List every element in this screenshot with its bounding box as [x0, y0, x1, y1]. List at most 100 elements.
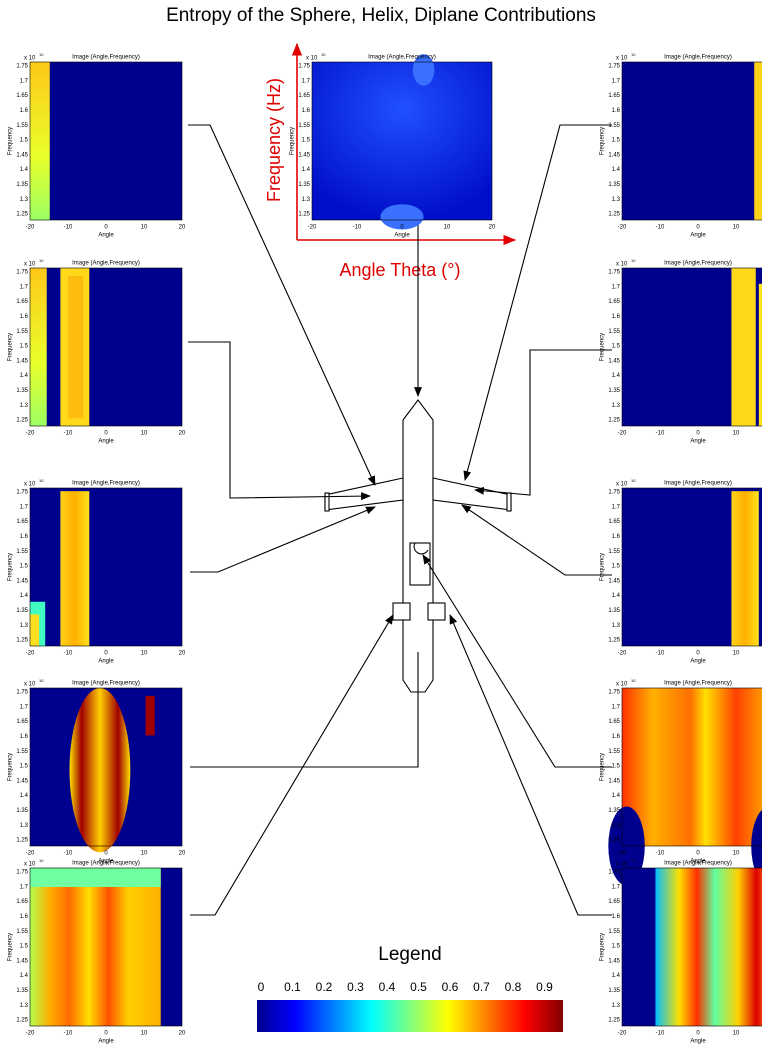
y-tick-label: 1.45 — [608, 578, 620, 584]
y-tick-label: 1.25 — [608, 212, 620, 218]
y-tick-label: 1.7 — [302, 78, 311, 84]
x-tick-label: 20 — [179, 225, 186, 231]
x-tick-label: 20 — [489, 225, 496, 231]
legend-tick-label: 0 — [258, 980, 265, 994]
exponent-base: x 10 — [616, 482, 628, 488]
x-tick-label: 10 — [141, 851, 148, 857]
y-tick-label: 1.75 — [16, 270, 28, 276]
y-tick-label: 1.65 — [16, 299, 28, 305]
y-tick-label: 1.75 — [298, 64, 310, 70]
y-tick-label: 1.75 — [608, 64, 620, 70]
x-tick-label: -10 — [64, 1031, 73, 1037]
heatmap-panel: Image (Angle,Frequency)x 10101.251.31.35… — [600, 52, 762, 239]
colorbar — [257, 1000, 563, 1032]
y-tick-label: 1.25 — [16, 838, 28, 844]
heatmap-region — [60, 491, 90, 646]
x-axis-label: Angle — [690, 659, 706, 665]
y-tick-label: 1.45 — [608, 958, 620, 964]
y-tick-label: 1.25 — [16, 638, 28, 644]
x-axis-label: Angle — [98, 233, 114, 239]
plot-frame — [29, 687, 183, 847]
y-tick-label: 1.25 — [608, 1018, 620, 1024]
plot-frame — [311, 61, 493, 221]
y-tick-label: 1.45 — [16, 578, 28, 584]
y-tick-label: 1.35 — [608, 808, 620, 814]
y-tick-label: 1.55 — [16, 123, 28, 129]
y-axis-label: Frequency — [600, 127, 606, 155]
x-tick-label: 0 — [696, 225, 700, 231]
exponent: 10 — [631, 678, 636, 683]
y-tick-label: 1.3 — [302, 197, 311, 203]
y-tick-label: 1.5 — [612, 138, 621, 144]
y-tick-label: 1.3 — [20, 623, 29, 629]
legend-tick-label: 0.2 — [316, 980, 333, 994]
heatmap-region — [622, 688, 762, 846]
y-tick-label: 1.35 — [16, 608, 28, 614]
x-tick-label: 10 — [733, 851, 740, 857]
exponent-base: x 10 — [24, 56, 36, 62]
y-tick-label: 1.25 — [16, 212, 28, 218]
aircraft — [324, 399, 512, 693]
y-tick-label: 1.45 — [608, 152, 620, 158]
y-tick-label: 1.7 — [20, 284, 29, 290]
y-tick-label: 1.4 — [302, 167, 311, 173]
y-axis-label: Frequency — [8, 553, 14, 581]
x-tick-label: 10 — [733, 651, 740, 657]
x-tick-label: 0 — [696, 1031, 700, 1037]
y-axis-label: Frequency — [600, 933, 606, 961]
y-tick-label: 1.65 — [16, 93, 28, 99]
x-tick-label: 10 — [733, 225, 740, 231]
y-axis-label: Frequency — [290, 127, 296, 155]
y-tick-label: 1.6 — [20, 108, 29, 114]
y-tick-label: 1.25 — [16, 1018, 28, 1024]
x-tick-label: -20 — [26, 225, 35, 231]
y-tick-label: 1.3 — [20, 197, 29, 203]
y-tick-label: 1.7 — [20, 884, 29, 890]
y-tick-label: 1.75 — [608, 870, 620, 876]
y-tick-label: 1.35 — [16, 388, 28, 394]
y-tick-label: 1.75 — [16, 490, 28, 496]
exponent-base: x 10 — [24, 682, 36, 688]
x-tick-label: -10 — [656, 225, 665, 231]
y-tick-label: 1.4 — [612, 167, 621, 173]
panel-title: Image (Angle,Frequency) — [664, 55, 732, 61]
y-tick-label: 1.45 — [608, 358, 620, 364]
leader-lines — [188, 124, 612, 916]
y-tick-label: 1.7 — [612, 284, 621, 290]
y-tick-label: 1.6 — [612, 734, 621, 740]
y-tick-label: 1.55 — [16, 329, 28, 335]
legend-tick-label: 0.5 — [410, 980, 427, 994]
y-tick-label: 1.65 — [16, 519, 28, 525]
y-arrow-label: Frequency (Hz) — [264, 78, 284, 202]
y-tick-label: 1.3 — [612, 403, 621, 409]
legend-tick-label: 0.3 — [347, 980, 364, 994]
y-tick-label: 1.6 — [302, 108, 311, 114]
y-tick-label: 1.35 — [608, 388, 620, 394]
y-tick-label: 1.3 — [612, 823, 621, 829]
heatmap-panel: Image (Angle,Frequency)x 10101.251.31.35… — [600, 258, 762, 445]
y-axis-label: Frequency — [600, 553, 606, 581]
y-tick-label: 1.55 — [16, 929, 28, 935]
exponent-base: x 10 — [24, 262, 36, 268]
plot-frame — [29, 867, 183, 1027]
y-tick-label: 1.4 — [20, 973, 29, 979]
heatmap-region — [758, 283, 762, 426]
x-axis-label: Angle — [98, 439, 114, 445]
heatmap-panel: Image (Angle,Frequency)x 10101.251.31.35… — [8, 858, 186, 1045]
plot-frame — [29, 61, 183, 221]
y-tick-label: 1.55 — [608, 549, 620, 555]
x-tick-label: -10 — [656, 651, 665, 657]
exponent: 10 — [321, 52, 326, 57]
y-tick-label: 1.55 — [16, 749, 28, 755]
y-tick-label: 1.4 — [20, 793, 29, 799]
heatmap-background — [30, 488, 182, 646]
x-tick-label: 10 — [733, 431, 740, 437]
exponent-base: x 10 — [616, 56, 628, 62]
y-axis-label: Frequency — [8, 753, 14, 781]
panel-title: Image (Angle,Frequency) — [664, 261, 732, 267]
y-axis-label: Frequency — [8, 933, 14, 961]
x-tick-label: 0 — [104, 651, 108, 657]
x-axis-label: Angle — [98, 659, 114, 665]
x-tick-label: 0 — [104, 1031, 108, 1037]
legend-tick-label: 0.8 — [505, 980, 522, 994]
